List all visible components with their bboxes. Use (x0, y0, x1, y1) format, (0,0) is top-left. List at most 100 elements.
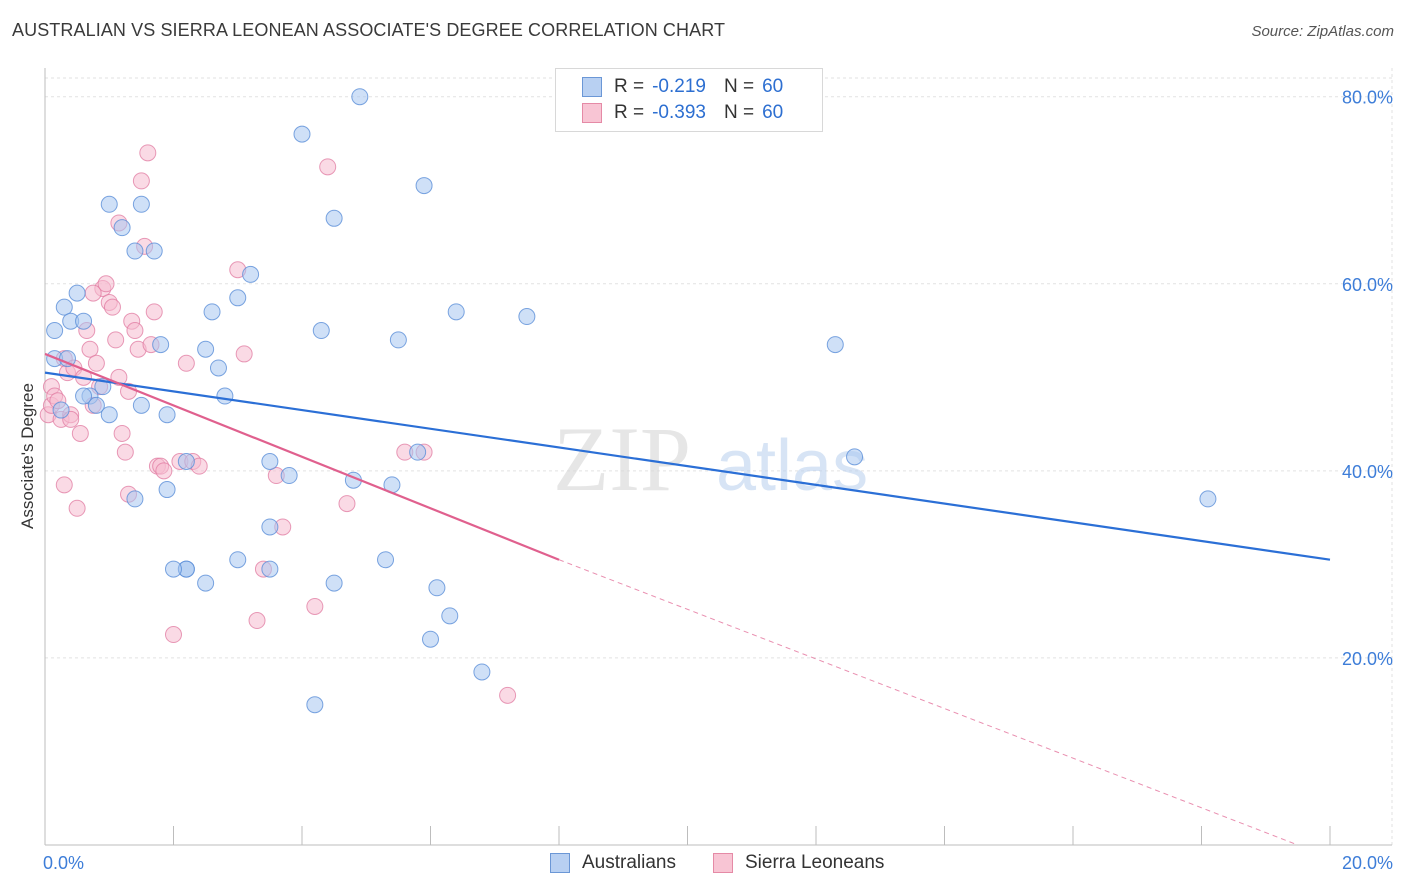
y-tick-label: 40.0% (1342, 462, 1393, 482)
australian-point (415, 177, 433, 195)
legend-label-australians: Australians (582, 852, 676, 873)
pink-swatch (582, 103, 602, 123)
y-tick-label: 20.0% (1342, 649, 1393, 669)
australian-point (216, 387, 234, 405)
australian-point (409, 443, 427, 461)
australian-point (203, 303, 221, 321)
australian-point (325, 209, 343, 227)
australian-point (75, 387, 93, 405)
australian-point (473, 663, 491, 681)
legend-item-sierra-leoneans[interactable]: Sierra Leoneans (713, 852, 884, 874)
sierra-leonean-point (116, 443, 134, 461)
n-label: N = (723, 76, 755, 97)
sierra-leonean-point (177, 354, 195, 372)
sierra-leonean-point (145, 303, 163, 321)
legend-row-sierra-leoneans: R = -0.393 N = 60 (582, 101, 801, 125)
sierra-leonean-point (107, 331, 125, 349)
australian-point (113, 219, 131, 237)
australian-point (165, 560, 182, 578)
watermark: ZIP atlas (553, 408, 868, 510)
y-axis-label: Associate's Degree (18, 383, 37, 529)
sierra-leonean-trend-extension (558, 559, 1299, 846)
australian-point (826, 336, 844, 354)
australian-point (126, 242, 144, 260)
australian-point (75, 312, 93, 330)
australian-point (68, 284, 86, 302)
stats-legend: R = -0.219 N = 60 R = -0.393 N = 60 (555, 68, 823, 132)
sierra-leonean-point (103, 298, 121, 316)
watermark-zip: ZIP (553, 408, 691, 510)
australian-point (422, 630, 439, 648)
legend-label-sierra-leoneans: Sierra Leoneans (745, 852, 885, 873)
legend-item-australians[interactable]: Australians (550, 852, 676, 874)
australian-point (145, 242, 163, 260)
series-legend: Australians Sierra Leoneans (0, 852, 1406, 878)
sierra-leonean-point (68, 499, 86, 517)
australian-point (132, 396, 150, 414)
n-value: 60 (762, 76, 784, 97)
sierra-leonean-trend-line (44, 352, 560, 561)
sierra-leonean-point (235, 345, 253, 363)
n-value: 60 (762, 102, 784, 123)
pink-swatch (713, 853, 733, 873)
australian-point (87, 396, 105, 414)
australian-point (152, 336, 170, 354)
australian-point (293, 125, 311, 143)
australian-point (158, 481, 176, 499)
source-credit: Source: ZipAtlas.com (1251, 23, 1394, 40)
australian-point (261, 518, 279, 536)
australian-point (229, 289, 247, 307)
sierra-leonean-point (81, 340, 99, 358)
australian-point (518, 308, 536, 326)
axes (44, 68, 1392, 846)
australian-point (177, 453, 195, 470)
sierra-leonean-point (126, 322, 144, 340)
sierra-leonean-point (165, 626, 182, 644)
australian-point (447, 303, 465, 321)
sierra-leonean-point (248, 612, 266, 630)
sierra-leonean-point (338, 495, 356, 513)
x-tick-label: 0.0% (43, 853, 84, 873)
sierra-leonean-point (155, 462, 173, 480)
australian-point (242, 265, 260, 283)
r-label: R = (614, 76, 645, 97)
australian-point (325, 574, 343, 592)
australian-point (312, 322, 330, 340)
australian-trend-line (44, 371, 1331, 561)
australian-point (126, 490, 144, 508)
sierra-leonean-point (71, 424, 89, 442)
sierra-leonean-point (319, 158, 337, 176)
watermark-atlas: atlas (716, 426, 868, 506)
australian-points (46, 88, 1217, 714)
australian-point (100, 406, 118, 424)
blue-swatch (550, 853, 570, 873)
sierra-leonean-point (84, 284, 102, 302)
australian-point (52, 401, 70, 419)
australian-point (197, 340, 215, 358)
n-label: N = (723, 102, 755, 123)
australian-point (389, 331, 407, 349)
sierra-leonean-point (139, 144, 157, 162)
australian-point (1199, 490, 1217, 508)
australian-point (441, 607, 459, 625)
australian-point (158, 406, 176, 424)
australian-point (306, 696, 324, 714)
australian-point (229, 551, 247, 569)
sierra-leonean-point (55, 476, 73, 494)
r-value: -0.219 (652, 76, 706, 97)
x-tick-label: 20.0% (1342, 853, 1393, 873)
australian-point (197, 574, 215, 592)
australian-point (100, 195, 118, 213)
australian-point (280, 467, 298, 485)
sierra-leonean-point (87, 354, 105, 372)
australian-point (377, 551, 395, 569)
australian-point (261, 453, 279, 470)
r-label: R = (614, 102, 645, 123)
legend-row-australians: R = -0.219 N = 60 (582, 75, 801, 99)
tick-labels: 20.0% 40.0% 60.0% 80.0% 0.0% 20.0% (43, 88, 1393, 873)
blue-swatch (582, 77, 602, 97)
australian-point (132, 195, 150, 213)
australian-point (428, 579, 446, 597)
y-tick-label: 80.0% (1342, 88, 1393, 108)
